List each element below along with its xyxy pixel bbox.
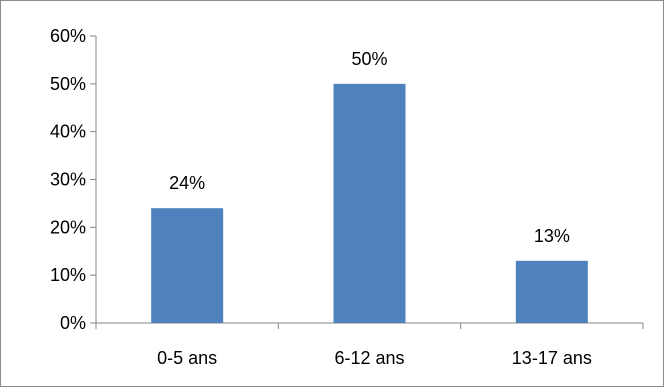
y-tick-label: 10% (50, 265, 86, 285)
data-label: 24% (169, 173, 205, 193)
x-category-label: 0-5 ans (157, 348, 217, 368)
y-tick-label: 40% (50, 122, 86, 142)
y-tick-label: 0% (60, 313, 86, 333)
y-tick-label: 30% (50, 170, 86, 190)
bar (151, 208, 224, 323)
bar (333, 83, 406, 323)
y-tick-label: 20% (50, 217, 86, 237)
x-category-label: 6-12 ans (334, 348, 404, 368)
x-category-label: 13-17 ans (512, 348, 592, 368)
data-label: 13% (534, 226, 570, 246)
y-tick-label: 60% (50, 26, 86, 46)
data-label: 50% (351, 49, 387, 69)
y-tick-label: 50% (50, 74, 86, 94)
bar (515, 260, 588, 323)
